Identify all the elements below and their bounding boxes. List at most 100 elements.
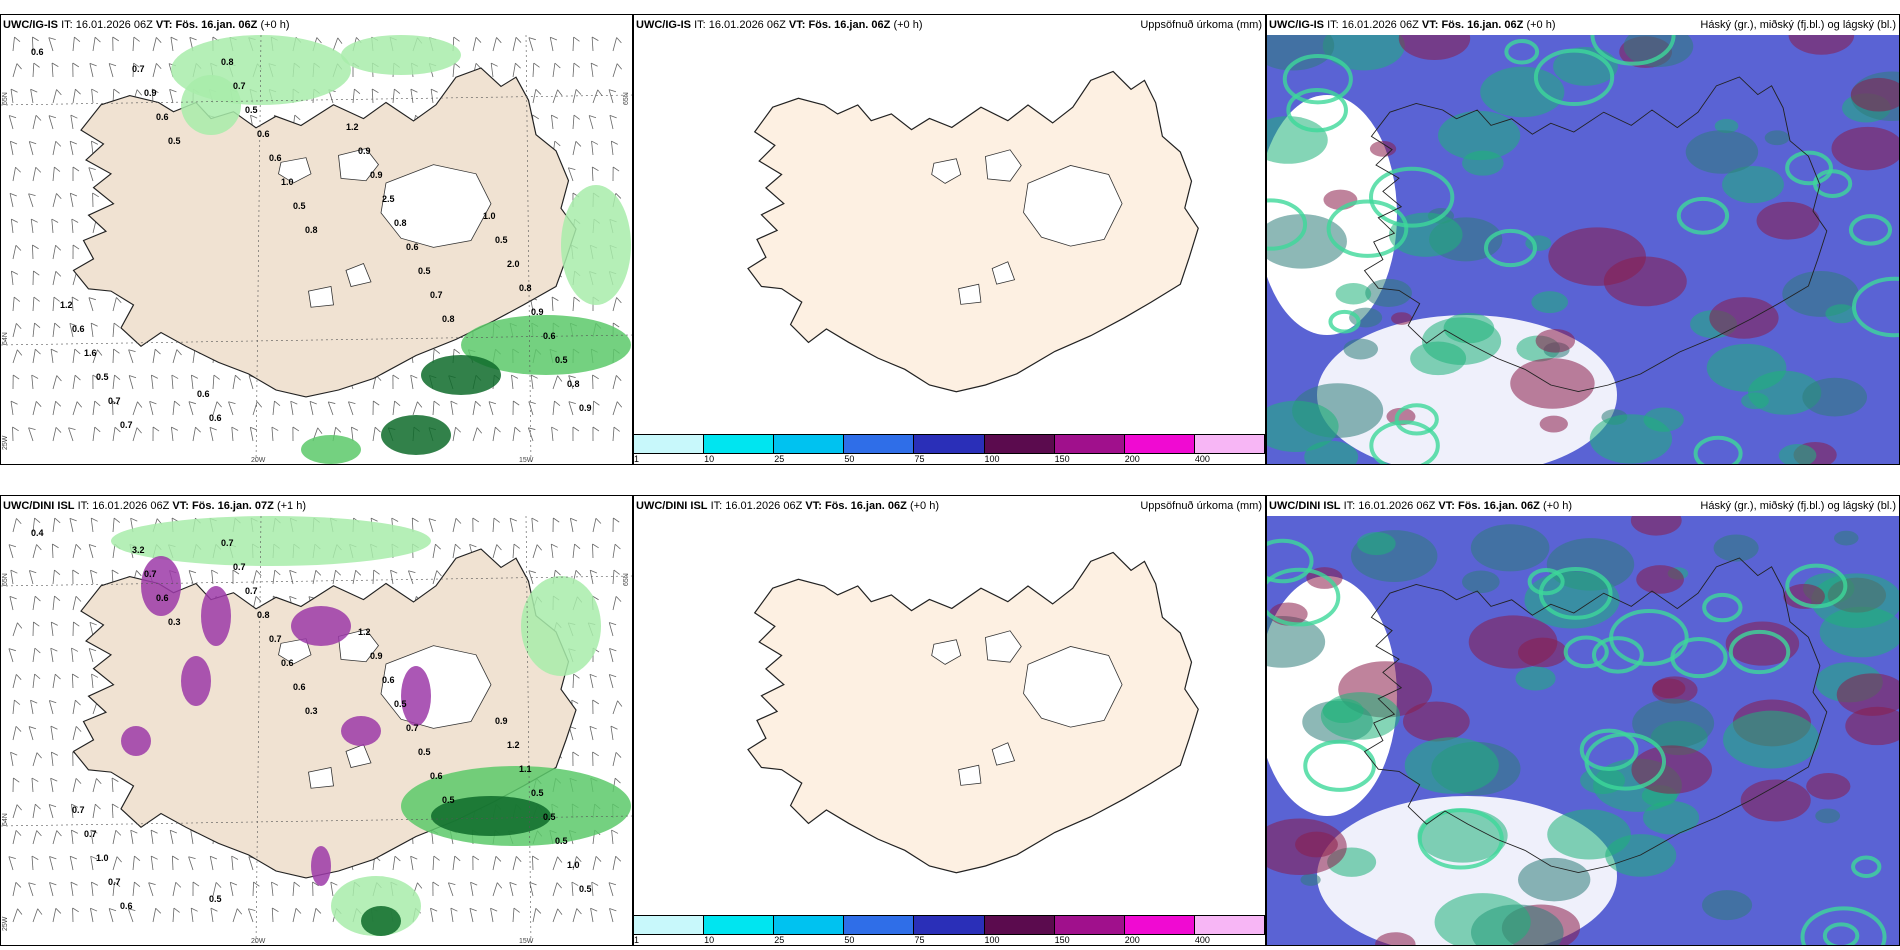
barb-flag [149, 401, 157, 405]
legend-swatch [844, 435, 915, 453]
it-value: 16.01.2026 06Z [725, 500, 803, 512]
barb-staff [89, 622, 94, 637]
barb-flag [171, 374, 179, 379]
precip-value: 0.9 [370, 170, 383, 180]
barb-staff [372, 569, 375, 585]
wind-barb [72, 778, 82, 793]
high-cloud-contour [1848, 214, 1893, 246]
wind-barb [10, 88, 18, 104]
barb-staff [372, 427, 376, 442]
precip-value: 0.5 [418, 266, 431, 276]
snow-areas [121, 556, 431, 886]
barb-flag [354, 88, 361, 94]
precip-value: 0.8 [305, 225, 318, 235]
barb-flag [56, 375, 62, 382]
precip-area [111, 516, 431, 566]
barb-staff [31, 856, 34, 871]
wind-barb [10, 751, 18, 767]
barb-staff [172, 401, 175, 416]
barb-flag [293, 881, 301, 887]
wind-barb [171, 855, 179, 871]
wind-barb [12, 296, 21, 312]
wind-barb [592, 699, 600, 715]
wind-barb [12, 699, 21, 715]
barb-flag [36, 830, 42, 837]
barb-staff [592, 400, 594, 416]
barb-flag [69, 322, 77, 327]
legend-ticks: 1 10 25 50 75 100 150 200 400 [634, 454, 1265, 464]
barb-staff [432, 544, 436, 559]
wind-barb [70, 881, 78, 897]
barb-flag [592, 543, 599, 549]
barb-staff [90, 908, 94, 923]
barb-staff [450, 908, 454, 923]
wind-barb [271, 426, 279, 442]
wind-barb [72, 166, 80, 182]
it-label: IT: [77, 500, 90, 512]
barb-flag [51, 218, 59, 223]
wind-barb [289, 570, 297, 585]
barb-flag [70, 855, 78, 860]
barb-flag [570, 517, 578, 522]
wind-barb [512, 62, 521, 78]
barb-flag [188, 570, 197, 574]
wind-barb [32, 36, 39, 52]
vt-value: Fös. 16.jan. 06Z [1457, 500, 1540, 512]
barb-flag [554, 140, 561, 147]
cloud-blob [1741, 392, 1769, 410]
wind-barb [51, 218, 59, 234]
barb-staff [192, 349, 196, 364]
cloud-blob [1806, 772, 1851, 800]
barb-staff [72, 349, 76, 364]
barb-staff [12, 349, 18, 364]
legend-tick: 50 [844, 454, 855, 464]
barb-staff [32, 115, 37, 130]
wind-barb [12, 374, 20, 390]
wind-barb [92, 192, 99, 208]
iceland-landmass [72, 67, 577, 398]
longitude-label: 20W [251, 457, 266, 464]
barb-flag [48, 115, 57, 119]
accum-legend: 1 10 25 50 75 100 150 200 400 [634, 434, 1265, 464]
barb-flag [613, 426, 620, 432]
legend-swatch [844, 916, 915, 934]
barb-flag [616, 297, 622, 304]
barb-flag [155, 907, 162, 914]
glacier-outline [308, 767, 334, 789]
barb-flag [71, 218, 79, 223]
latitude-line [1, 575, 632, 587]
barb-flag [588, 115, 597, 119]
barb-flag [49, 882, 57, 886]
precip-value: 0.7 [120, 420, 133, 430]
barb-staff [152, 908, 157, 923]
barb-flag [453, 36, 460, 42]
wind-barb [528, 401, 536, 416]
wind-barb [32, 803, 41, 819]
wind-barb [472, 400, 481, 416]
barb-flag [8, 856, 16, 860]
precip-value: 0.6 [543, 331, 556, 341]
barb-staff [552, 375, 558, 390]
wind-barb [271, 907, 279, 923]
barb-staff [192, 427, 196, 442]
barb-staff [591, 166, 594, 182]
graticule [1, 34, 632, 464]
wind-barb [532, 89, 542, 104]
wind-barb [28, 193, 36, 208]
high-cloud-contour [1785, 150, 1833, 186]
barb-flag [56, 193, 62, 200]
wind-barb [48, 804, 57, 819]
wind-barb [52, 908, 62, 923]
barb-flag [55, 271, 62, 277]
barb-staff [48, 115, 54, 130]
wind-barb [32, 673, 41, 689]
cloud-blob [1778, 444, 1817, 464]
barb-staff [12, 908, 18, 923]
barb-flag [54, 595, 61, 601]
barb-staff [10, 219, 14, 234]
iceland-landmass [747, 70, 1199, 393]
barb-staff [72, 544, 77, 559]
map-title: Háský (gr.), miðský (fj.bl.) og lágský (… [1700, 500, 1896, 512]
barb-flag [151, 374, 159, 379]
barb-staff [572, 115, 575, 130]
